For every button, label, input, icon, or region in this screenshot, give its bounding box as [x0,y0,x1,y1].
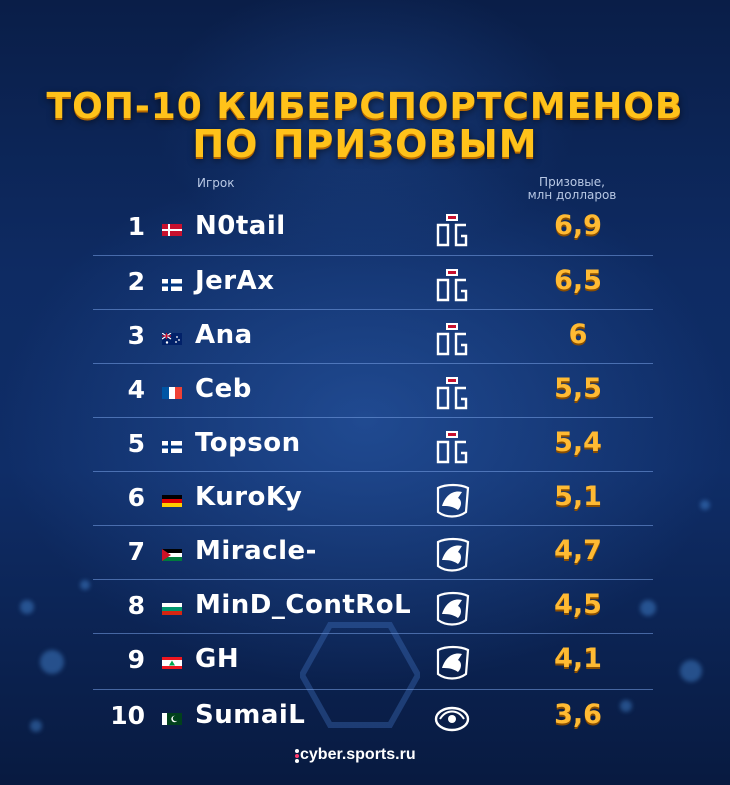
denmark-flag-icon [162,224,182,236]
row-divider [93,579,653,580]
player-name: KuroKy [195,482,303,512]
brand-dots-icon [295,749,299,763]
player-name: MinD_ContRoL [195,590,412,620]
og-logo-icon [436,377,468,410]
title-line-1: ТОП-10 КИБЕРСПОРТСМЕНОВ [46,86,684,127]
og-logo-icon [436,323,468,356]
bokeh-light [680,660,702,682]
bokeh-light [80,580,90,590]
prize-value: 5,5 [554,373,602,404]
prize-value: 5,4 [554,427,602,458]
player-name: N0tail [195,211,286,241]
player-name: Topson [195,428,301,458]
table-row: 5 Topson 5,4 [95,419,655,473]
prize-value: 4,7 [554,535,602,566]
bokeh-light [20,600,34,614]
finland-flag-icon [162,441,182,453]
player-name: Ana [195,320,253,350]
player-name: JerAx [195,266,275,296]
germany-flag-icon [162,495,182,507]
prize-value: 4,1 [554,643,602,674]
liquid-logo-icon [436,483,470,518]
prize-value: 4,5 [554,589,602,620]
og-logo-icon [436,214,468,247]
bokeh-light [700,500,710,510]
australia-flag-icon [162,333,182,345]
table-row: 9 GH 4,1 [95,635,655,689]
row-divider [93,255,653,256]
finland-flag-icon [162,279,182,291]
eg-logo-icon [434,706,470,732]
liquid-logo-icon [436,591,470,626]
rank-number: 9 [127,645,145,674]
liquid-logo-icon [436,645,470,680]
brand-logo-text: cyber.sports.ru [300,746,416,763]
rank-number: 7 [127,537,145,566]
table-row: 6 KuroKy 5,1 [95,473,655,527]
row-divider [93,309,653,310]
bulgaria-flag-icon [162,603,182,615]
row-divider [93,417,653,418]
table-row: 4 Ceb 5,5 [95,365,655,419]
hexagon-decoration [300,622,420,728]
rank-number: 1 [127,212,145,241]
table-row: 3 Ana 6 [95,311,655,365]
prize-value: 6 [568,319,588,350]
table-row: 7 Miracle- 4,7 [95,527,655,581]
bokeh-light [30,720,42,732]
liquid-logo-icon [436,537,470,572]
table-row: 10 SumaiL 3,6 [95,691,655,745]
player-name: Miracle- [195,536,317,566]
prize-header-line-1: Призовые, [539,175,605,189]
rank-number: 2 [127,267,145,296]
france-flag-icon [162,387,182,399]
og-logo-icon [436,269,468,302]
bokeh-light [640,600,656,616]
row-divider [93,633,653,634]
title-line-2: ПО ПРИЗОВЫМ [192,122,538,166]
player-name: Ceb [195,374,252,404]
player-name: SumaiL [195,700,306,730]
row-divider [93,525,653,526]
player-column-header: Игрок [197,176,235,190]
rank-number: 10 [110,701,145,730]
rank-number: 6 [127,483,145,512]
rank-number: 5 [127,429,145,458]
row-divider [93,363,653,364]
table-row: 2 JerAx 6,5 [95,257,655,311]
rank-number: 3 [127,321,145,350]
table-row: 8 MinD_ContRoL 4,5 [95,581,655,635]
rank-number: 8 [127,591,145,620]
prize-value: 6,9 [554,210,602,241]
row-divider [93,471,653,472]
bokeh-light [620,700,632,712]
prize-value: 5,1 [554,481,602,512]
row-divider [93,689,653,690]
prize-value: 3,6 [554,699,602,730]
prize-value: 6,5 [554,265,602,296]
player-name: GH [195,644,240,674]
lebanon-flag-icon [162,657,182,669]
prize-header-line-2: млн долларов [527,188,617,202]
prize-column-header: Призовые, млн долларов [512,176,632,202]
og-logo-icon [436,431,468,464]
bokeh-light [40,650,64,674]
jordan-flag-icon [162,549,182,561]
rank-number: 4 [127,375,145,404]
pakistan-flag-icon [162,713,182,725]
table-row: 1 N0tail 6,9 [95,202,655,256]
